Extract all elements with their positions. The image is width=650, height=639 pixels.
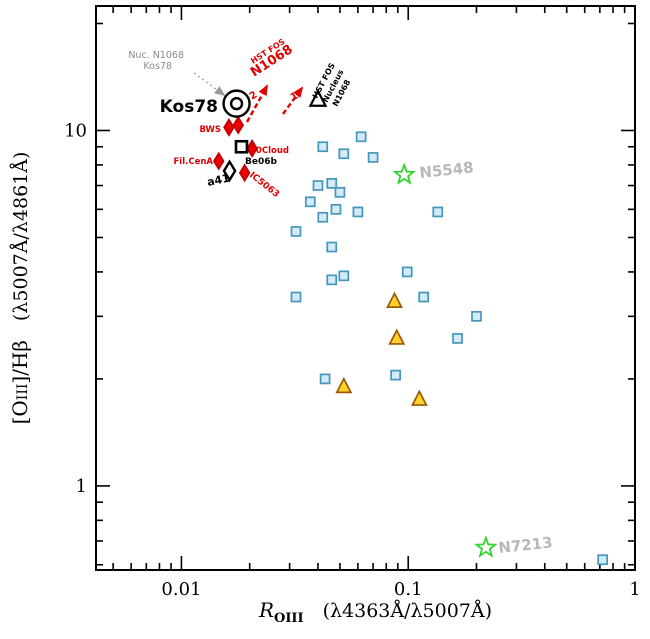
green-star-marker <box>392 162 416 185</box>
comparison-sample-square-marker <box>312 180 324 191</box>
comparison-sample-square-marker <box>452 333 463 344</box>
yellow-triangle-marker <box>386 291 403 308</box>
yellow-triangle-marker <box>410 389 428 406</box>
label-n5548: N5548 <box>419 158 475 182</box>
plot-frame <box>95 5 636 571</box>
comparison-sample-square-marker <box>326 178 338 189</box>
label-10cloud: 10Cloud <box>250 146 289 156</box>
comparison-sample-square-marker <box>317 141 329 153</box>
red-diamond-marker <box>246 139 258 158</box>
comparison-sample-square-marker <box>334 186 346 198</box>
red-upper-limit-arrow-1 <box>282 86 304 115</box>
comparison-sample-square-marker <box>352 206 364 218</box>
label-a41: a41 <box>206 171 231 188</box>
red-diamond-marker <box>212 151 225 171</box>
label-limit-1: 1 <box>289 90 301 103</box>
comparison-sample-square-marker <box>597 554 608 566</box>
label-nuc-n1068-line1: Nuc. N1068 <box>128 50 184 61</box>
x-axis-title: ROIII (λ4363Å/λ5007Å) <box>258 598 492 626</box>
y-tick-label: 1 <box>76 476 87 497</box>
green-star-marker <box>474 535 498 558</box>
kos78-double-circle-marker <box>229 96 244 111</box>
comparison-sample-square-marker <box>290 291 302 303</box>
x-tick-label: 1 <box>629 579 640 600</box>
comparison-sample-square-marker <box>390 369 401 381</box>
comparison-sample-square-marker <box>338 148 350 160</box>
y-tick-label: 10 <box>64 120 87 141</box>
label-fil-cena: Fil.CenA <box>174 157 214 167</box>
comparison-sample-square-marker <box>401 266 413 278</box>
black-open-diamond-a41-marker <box>222 159 237 183</box>
y-axis-title: [OIII]/Hβ (λ5007Å/λ4861Å) <box>8 152 32 425</box>
label-limit-2: 2 <box>248 89 260 102</box>
x-tick-label: 0.01 <box>161 579 201 600</box>
comparison-sample-square-marker <box>367 152 379 163</box>
comparison-sample-square-marker <box>432 206 444 218</box>
label-be06b: Be06b <box>245 157 277 167</box>
black-open-square-be06b-marker <box>234 139 249 154</box>
comparison-sample-square-marker <box>317 211 329 223</box>
comparison-sample-square-marker <box>338 270 350 282</box>
red-diamond-marker <box>223 118 235 137</box>
yellow-triangle-marker <box>335 376 353 394</box>
x-tick-label: 0.1 <box>394 579 423 600</box>
comparison-sample-square-marker <box>330 203 342 215</box>
red-upper-limit-arrow-2 <box>245 84 269 123</box>
comparison-sample-square-marker <box>319 373 331 385</box>
comparison-sample-square-marker <box>418 291 430 303</box>
black-open-triangle-hst-fos-nucleus-marker <box>308 88 328 107</box>
comparison-sample-square-marker <box>326 241 338 253</box>
label-n7213: N7213 <box>498 533 554 557</box>
red-diamond-marker <box>232 115 245 135</box>
comparison-sample-square-marker <box>471 310 482 322</box>
comparison-sample-square-marker <box>290 226 302 237</box>
red-diamond-marker <box>238 163 251 183</box>
comparison-sample-square-marker <box>355 131 367 143</box>
label-kos78-main: Kos78 <box>160 97 218 117</box>
comparison-sample-square-marker <box>326 274 338 286</box>
yellow-triangle-marker <box>388 328 406 345</box>
comparison-sample-square-marker <box>304 196 316 208</box>
label-bws: BWS <box>199 125 221 135</box>
label-nuc-n1068-line2: Kos78 <box>143 61 172 72</box>
gray-pointer-arrow <box>193 72 226 97</box>
kos78-double-circle-marker <box>222 89 251 118</box>
